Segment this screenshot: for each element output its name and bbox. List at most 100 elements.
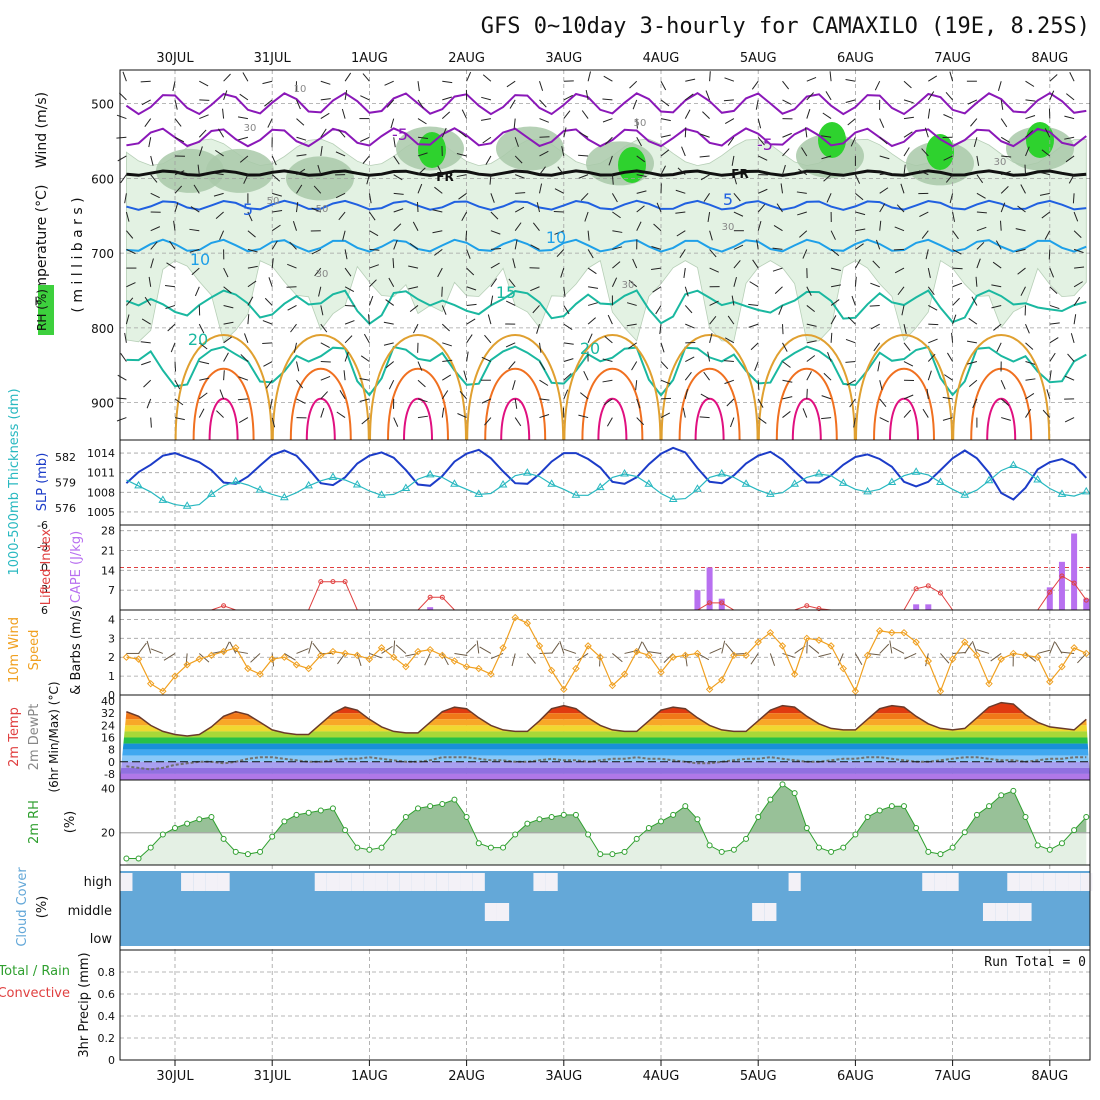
wind-barb (441, 286, 443, 297)
wind-barb (223, 352, 229, 362)
lifted-index-marker (427, 594, 433, 600)
wind-barb (976, 241, 985, 250)
wind-barb (148, 276, 152, 287)
rh-marker (184, 820, 191, 827)
wind-barb (359, 398, 370, 402)
cloud-clear-cell (205, 873, 218, 891)
wind-barb (995, 240, 1002, 250)
wind-speed-marker (645, 651, 653, 660)
thickness-marker (644, 479, 654, 487)
cape-bar (694, 590, 701, 610)
wind-speed-marker (572, 664, 580, 673)
wind-barb (927, 353, 936, 362)
wind-barb (434, 186, 443, 194)
rh-marker (500, 844, 507, 851)
wind-barb (408, 265, 419, 269)
wind-barb (870, 282, 880, 288)
rh-marker (572, 811, 579, 818)
wind-barb (949, 193, 954, 204)
wind-barb (823, 372, 832, 381)
wind-barb-10m (466, 644, 477, 654)
wind-barb-10m (395, 644, 407, 654)
cloud-clear-cell (752, 903, 765, 921)
wind-speed-marker (790, 670, 799, 678)
rh-marker (585, 831, 592, 838)
temp-contour-label: 10 (546, 228, 566, 247)
wind-barb (461, 109, 468, 119)
rh-marker (621, 848, 628, 855)
wind-barb (873, 342, 881, 352)
wind-barb (976, 226, 987, 232)
wind-barb (612, 246, 623, 250)
rh-marker (755, 814, 762, 821)
wind-barb (928, 305, 938, 311)
date-label-bottom: 7AUG (934, 1069, 971, 1084)
wind-barb (773, 224, 783, 232)
wind-barb (702, 111, 710, 119)
rh-high-area (418, 132, 446, 168)
cloud-clear-cell (460, 873, 473, 891)
date-label-bottom: 3AUG (545, 1069, 582, 1084)
wind-barb (1025, 130, 1034, 138)
date-label-bottom: 6AUG (837, 1069, 874, 1084)
wind-barb (514, 239, 518, 250)
rh-marker (123, 855, 130, 862)
temp-band (120, 725, 1090, 732)
wind-barb (806, 323, 817, 327)
wind-barb (897, 286, 905, 296)
wind-barb (1073, 296, 1081, 306)
rh-marker (925, 848, 932, 855)
wind-barb (456, 174, 467, 178)
cape-bar (925, 604, 932, 610)
wind-barb (442, 80, 453, 84)
thickness-marker (911, 467, 921, 475)
warm-temp-contour (660, 334, 759, 441)
wind-barb (480, 118, 491, 121)
thickness-marker (717, 469, 727, 477)
wind-barb (733, 174, 737, 185)
wind-barb (1049, 90, 1055, 101)
wind-speed-marker (742, 651, 750, 660)
rh-contour-label: 50 (267, 196, 280, 207)
wind-barb (806, 92, 814, 101)
wind-tick-label: 1 (108, 670, 115, 683)
wind-speed-marker (924, 657, 933, 665)
wind-barb (466, 286, 477, 291)
wind-barb (539, 414, 550, 419)
wind-barb (197, 164, 200, 175)
thickness-marker (425, 469, 435, 478)
wind-barb (441, 305, 447, 315)
wind-speed-marker (827, 642, 835, 650)
wind-speed-marker (232, 644, 240, 652)
wind-barb (684, 305, 693, 314)
wind-barb (198, 408, 205, 418)
wind-barb (656, 202, 662, 213)
wind-barb (458, 130, 467, 138)
wind-barb (927, 286, 935, 296)
thickness-tick-label: 582 (55, 451, 76, 464)
wind-barb (563, 305, 570, 315)
wind-barb (685, 78, 696, 82)
wind-barb (442, 342, 452, 347)
wind-barb (776, 203, 783, 213)
wind-barb (772, 267, 783, 272)
wind-barb (684, 127, 687, 138)
freezing-level-label: FR (436, 170, 453, 184)
wind-barb (952, 267, 963, 270)
wind-barb (339, 390, 346, 400)
rh-marker (767, 796, 774, 803)
wind-speed-marker (159, 687, 167, 695)
wind-barb (1001, 155, 1012, 158)
wind-barb (239, 155, 249, 163)
wind-barb (509, 99, 516, 109)
wind-barb (602, 379, 613, 383)
wind-barb (854, 276, 857, 287)
wind-barb (683, 268, 686, 279)
wind-barb (1073, 281, 1083, 288)
wind-barb (700, 393, 710, 400)
wind-barb (1049, 286, 1058, 294)
wind-barb (782, 324, 784, 335)
wind-barb (942, 417, 953, 421)
rh-marker (147, 844, 154, 851)
cloud-clear-cell (1080, 873, 1093, 891)
